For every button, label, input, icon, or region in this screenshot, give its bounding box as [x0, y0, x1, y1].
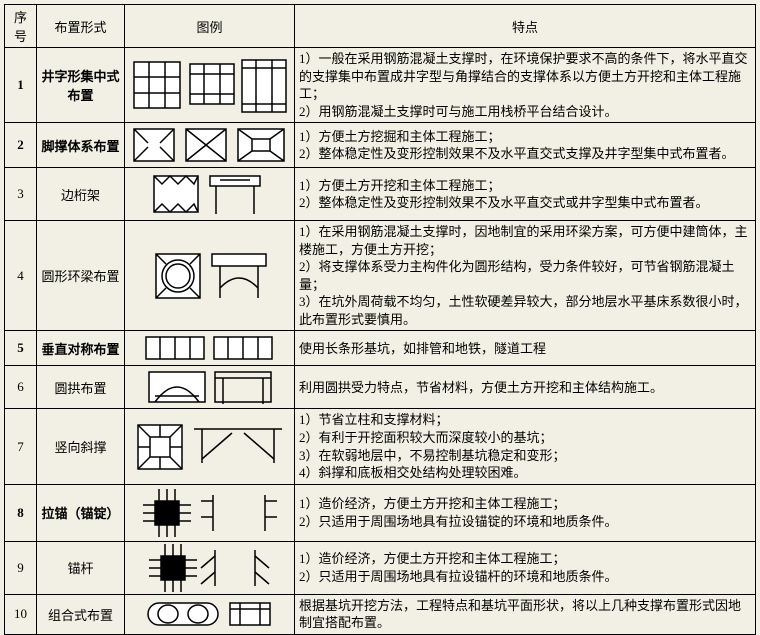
- row-feat: 1）造价经济，方便土方开挖和主体工程施工；2）只适用于周围场地具有拉设锚杆的环境…: [295, 541, 756, 594]
- row-form: 组合式布置: [37, 594, 125, 634]
- table-row: 1井字形集中式布置 1）一般在采用钢筋混凝土支撑时，在环境保护要求不高的条件下，将…: [5, 48, 756, 123]
- layout-table: 序号 布置形式 图例 特点 1井字形集中式布置 1）一般在采用钢筋混凝土支撑时，在…: [4, 4, 756, 635]
- row-form: 锚杆: [37, 541, 125, 594]
- row-icon: [125, 594, 295, 634]
- row-feat: 1）节省立柱和支撑材料；2）有利于开挖面积较大而深度较小的基坑；3）在软弱地层中…: [295, 409, 756, 484]
- row-form: 竖向斜撑: [37, 409, 125, 484]
- row-feat: 1）在采用钢筋混凝土支撑时，因地制宜的采用环梁方案，可方便中建筒体，主楼施工，方…: [295, 221, 756, 331]
- row-icon: [125, 168, 295, 221]
- row-num: 5: [5, 331, 37, 366]
- row-icon: [125, 366, 295, 409]
- row-num: 7: [5, 409, 37, 484]
- row-feat: 使用长条形基坑，如排管和地铁，隧道工程: [295, 331, 756, 366]
- header-icon: 图例: [125, 5, 295, 48]
- header-row: 序号 布置形式 图例 特点: [5, 5, 756, 48]
- row-icon: [125, 484, 295, 541]
- row-num: 9: [5, 541, 37, 594]
- table-row: 2脚撑体系布置 1）方便土方挖掘和主体工程施工；2）整体稳定性及变形控制效果不及水…: [5, 123, 756, 168]
- row-form: 圆拱布置: [37, 366, 125, 409]
- table-row: 6圆拱布置 利用圆拱受力特点，节省材料，方便土方开挖和主体结构施工。: [5, 366, 756, 409]
- table-row: 10组合式布置 根据基坑开挖方法，工程特点和基坑平面形状，将以上几种支撑布置形式因…: [5, 594, 756, 634]
- table-row: 5垂直对称布置 使用长条形基坑，如排管和地铁，隧道工程: [5, 331, 756, 366]
- table-row: 4圆形环梁布置 1）在采用钢筋混凝土支撑时，因地制宜的采用环梁方案，可方便中建筒体…: [5, 221, 756, 331]
- row-form: 边桁架: [37, 168, 125, 221]
- row-icon: [125, 123, 295, 168]
- row-feat: 利用圆拱受力特点，节省材料，方便土方开挖和主体结构施工。: [295, 366, 756, 409]
- header-num: 序号: [5, 5, 37, 48]
- row-icon: [125, 409, 295, 484]
- row-feat: 根据基坑开挖方法，工程特点和基坑平面形状，将以上几种支撑布置形式因地制宜搭配布置…: [295, 594, 756, 634]
- row-icon: [125, 541, 295, 594]
- row-icon: [125, 48, 295, 123]
- row-num: 2: [5, 123, 37, 168]
- row-form: 井字形集中式布置: [37, 48, 125, 123]
- row-num: 3: [5, 168, 37, 221]
- table-row: 7竖向斜撑 1）节省立柱和支撑材料；2）有利于开挖面积较大而深度较小的基坑；3）在…: [5, 409, 756, 484]
- table-row: 3边桁架 1）方便土方开挖和主体工程施工；2）整体稳定性及变形控制效果不及水平直交…: [5, 168, 756, 221]
- row-icon: [125, 331, 295, 366]
- header-form: 布置形式: [37, 5, 125, 48]
- row-form: 拉锚（锚锭）: [37, 484, 125, 541]
- row-form: 脚撑体系布置: [37, 123, 125, 168]
- header-feat: 特点: [295, 5, 756, 48]
- row-form: 垂直对称布置: [37, 331, 125, 366]
- table-row: 8拉锚（锚锭） 1）造价经济，方便土方开挖和主体工程施工；2）只适用于周围场地具有…: [5, 484, 756, 541]
- row-num: 4: [5, 221, 37, 331]
- row-feat: 1）一般在采用钢筋混凝土支撑时，在环境保护要求不高的条件下，将水平直交的支撑集中…: [295, 48, 756, 123]
- row-num: 10: [5, 594, 37, 634]
- row-feat: 1）方便土方挖掘和主体工程施工；2）整体稳定性及变形控制效果不及水平直交式支撑及…: [295, 123, 756, 168]
- row-icon: [125, 221, 295, 331]
- row-num: 8: [5, 484, 37, 541]
- table-row: 9锚杆 1）造价经济，方便土方开挖和主体工程施工；2）只适用于周围场地具有拉设锚杆…: [5, 541, 756, 594]
- row-num: 1: [5, 48, 37, 123]
- row-num: 6: [5, 366, 37, 409]
- row-feat: 1）方便土方开挖和主体工程施工；2）整体稳定性及变形控制效果不及水平直交式或井字…: [295, 168, 756, 221]
- row-form: 圆形环梁布置: [37, 221, 125, 331]
- row-feat: 1）造价经济，方便土方开挖和主体工程施工；2）只适用于周围场地具有拉设锚锭的环境…: [295, 484, 756, 541]
